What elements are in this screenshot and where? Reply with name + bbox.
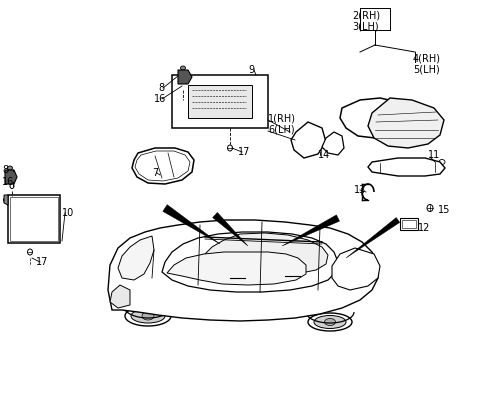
Ellipse shape xyxy=(180,66,185,70)
Text: 7: 7 xyxy=(152,168,158,178)
Ellipse shape xyxy=(8,166,12,170)
Ellipse shape xyxy=(125,306,171,326)
Polygon shape xyxy=(188,85,252,118)
Polygon shape xyxy=(4,195,8,205)
Text: 11: 11 xyxy=(428,150,440,160)
Text: 9: 9 xyxy=(248,65,254,75)
Text: 10: 10 xyxy=(62,208,74,218)
Text: 17: 17 xyxy=(238,147,251,157)
Polygon shape xyxy=(118,236,154,280)
Text: 16: 16 xyxy=(154,94,166,104)
Polygon shape xyxy=(202,233,328,276)
Text: 16: 16 xyxy=(2,177,14,187)
Ellipse shape xyxy=(288,241,292,245)
Ellipse shape xyxy=(142,312,154,320)
Polygon shape xyxy=(400,218,418,230)
Polygon shape xyxy=(368,158,445,176)
Polygon shape xyxy=(163,205,220,244)
Polygon shape xyxy=(340,98,408,138)
Text: 1(RH): 1(RH) xyxy=(268,113,296,123)
Ellipse shape xyxy=(228,238,232,242)
Ellipse shape xyxy=(308,313,352,331)
Polygon shape xyxy=(178,70,192,84)
Polygon shape xyxy=(110,285,130,308)
Ellipse shape xyxy=(356,126,360,131)
Polygon shape xyxy=(291,122,326,158)
Polygon shape xyxy=(322,132,344,155)
Polygon shape xyxy=(108,220,378,321)
Text: 13: 13 xyxy=(354,185,366,195)
Text: 5(LH): 5(LH) xyxy=(413,64,440,74)
Polygon shape xyxy=(167,252,306,285)
Polygon shape xyxy=(162,232,338,292)
Ellipse shape xyxy=(324,318,336,325)
Text: 15: 15 xyxy=(438,205,450,215)
Ellipse shape xyxy=(131,309,165,323)
Text: 12: 12 xyxy=(418,223,431,233)
Text: 8: 8 xyxy=(2,165,8,175)
Polygon shape xyxy=(282,215,339,246)
Polygon shape xyxy=(172,75,268,128)
Text: 4(RH): 4(RH) xyxy=(413,53,441,63)
Polygon shape xyxy=(132,148,194,184)
Text: 6(LH): 6(LH) xyxy=(268,124,295,134)
Polygon shape xyxy=(332,248,380,290)
Polygon shape xyxy=(5,170,17,184)
Polygon shape xyxy=(346,218,400,258)
Text: 2(RH): 2(RH) xyxy=(352,10,380,20)
Text: 8: 8 xyxy=(158,83,164,93)
Ellipse shape xyxy=(356,113,360,119)
Ellipse shape xyxy=(351,258,373,272)
Ellipse shape xyxy=(213,238,217,242)
Text: 17: 17 xyxy=(36,257,48,267)
Ellipse shape xyxy=(314,316,346,328)
Polygon shape xyxy=(8,195,60,243)
Text: 3(LH): 3(LH) xyxy=(352,21,379,31)
Ellipse shape xyxy=(3,197,9,203)
Polygon shape xyxy=(368,98,444,148)
Ellipse shape xyxy=(263,240,267,244)
Polygon shape xyxy=(213,213,248,246)
Text: 14: 14 xyxy=(318,150,330,160)
